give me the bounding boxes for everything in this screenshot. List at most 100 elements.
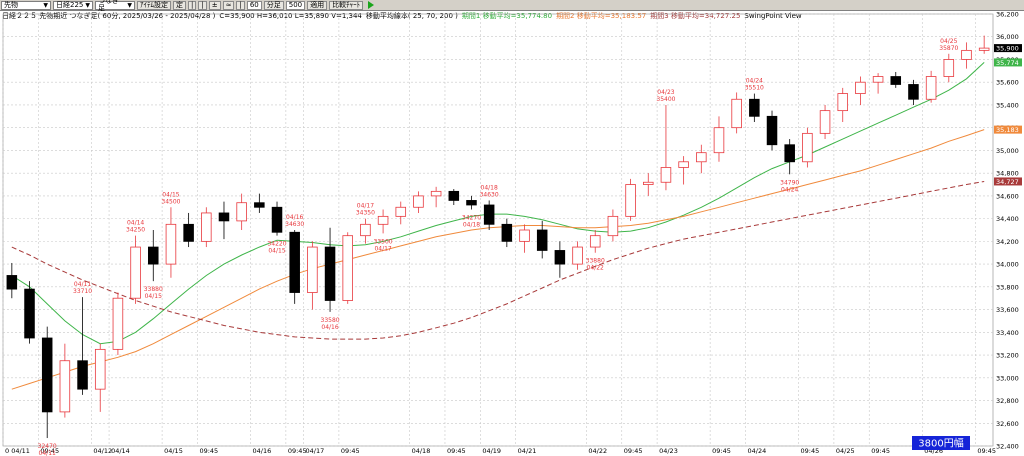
candle	[837, 93, 848, 112]
swing-point-label: 04/23	[657, 89, 674, 96]
y-tick-label: 34,200	[996, 238, 1019, 246]
price-tag-label: 35,183	[996, 126, 1019, 134]
price-tag	[994, 125, 1022, 134]
compare-chart-button[interactable]: 比較ﾁｬｰﾄ	[329, 0, 364, 10]
chart-type-select[interactable]: つなぎ足 ▼	[95, 0, 135, 12]
x-tick-label: 04/22	[588, 447, 607, 455]
interval-input[interactable]: 60	[246, 0, 262, 10]
x-tick-label: 04/26	[924, 447, 943, 455]
candle	[819, 110, 831, 134]
candle	[218, 212, 230, 222]
candle	[360, 223, 371, 237]
price-tag-label: 35,774	[996, 59, 1019, 67]
candle	[6, 275, 18, 290]
candle	[201, 212, 212, 242]
market-select[interactable]: 先物 ▼	[1, 0, 51, 10]
swing-point-label: 04/15	[145, 293, 162, 300]
price-tag	[994, 58, 1022, 67]
swing-point-label: 34350	[356, 210, 375, 217]
view-label: SwingPoint View	[744, 12, 802, 20]
ohlc-readout: C=35,900 H=36,010 L=35,890 V=1,344	[219, 12, 362, 20]
swing-point-label: 04/24	[781, 186, 798, 193]
candle	[254, 202, 265, 208]
x-tick-label: 09:45	[624, 447, 643, 455]
swing-point-label: 34220	[267, 241, 286, 248]
swing-point-label: 04/11	[74, 281, 91, 288]
x-tick-label: 04/25	[836, 447, 855, 455]
item-setting-button[interactable]: ｱｲﾃﾑ設定	[137, 0, 171, 10]
ma-line	[11, 129, 985, 390]
swing-point-label: 04/15	[162, 191, 179, 198]
swing-point-label: 33500	[374, 238, 393, 245]
ma2-readout: 期間2 移動平均=35,183.57	[556, 12, 647, 20]
tool-button-1[interactable]: |	[188, 0, 197, 10]
interval-unit-button[interactable]: 分足	[263, 0, 284, 10]
candle	[41, 337, 53, 413]
swing-point-label: 04/22	[587, 265, 604, 272]
play-icon[interactable]	[368, 1, 375, 9]
x-tick-label: 09:45	[712, 447, 731, 455]
range-badge-label: 3800円幅	[918, 437, 963, 450]
candle	[696, 152, 707, 163]
y-tick-label: 33,600	[996, 306, 1019, 314]
x-tick-label: 09:45	[40, 447, 59, 455]
candle	[519, 229, 530, 242]
swing-point-label: 34790	[780, 179, 799, 186]
chart-type-select-value: つなぎ足	[98, 0, 119, 12]
candle	[749, 98, 760, 117]
swing-point-label: 04/25	[940, 38, 957, 45]
candle	[536, 229, 548, 251]
chevron-down-icon: ▼	[43, 1, 48, 9]
chevron-down-icon: ▼	[85, 1, 90, 9]
bars-input[interactable]: 500	[285, 0, 306, 10]
symbol-select[interactable]: 日経225 ▼	[53, 0, 93, 10]
symbol-select-value: 日経225	[56, 0, 84, 9]
swing-point-label: 33710	[73, 288, 92, 295]
candle	[289, 231, 300, 293]
y-tick-label: 32,400	[996, 443, 1019, 451]
tool-button-3[interactable]: ±	[208, 0, 221, 10]
x-tick-label: 04/15	[164, 447, 183, 455]
swing-point-label: 34630	[480, 191, 499, 198]
plot-area	[2, 13, 994, 447]
y-tick-label: 36,200	[996, 11, 1019, 19]
chart-header: 日経２２５ 先物期近 つなぎ足( 60分, 2025/03/26 - 2025/…	[2, 12, 216, 20]
swing-point-label: 04/11	[39, 450, 56, 456]
x-tick-label: 09:45	[288, 447, 307, 455]
swing-point-label: 04/14	[127, 220, 144, 227]
candle	[59, 360, 71, 413]
swing-point-label: 04/17	[374, 245, 391, 252]
tool-button-2[interactable]: |	[198, 0, 207, 10]
ma3-readout: 期間3 移動平均=34,727.25	[650, 12, 741, 20]
candle	[872, 76, 884, 83]
candle	[554, 250, 566, 265]
price-tag-label: 35,900	[996, 45, 1019, 53]
x-tick-label: 09:45	[341, 447, 360, 455]
tool-button-4[interactable]: ≈	[222, 0, 235, 10]
swing-point-label: 04/16	[321, 324, 338, 331]
range-badge	[912, 436, 970, 450]
candle	[731, 98, 742, 129]
y-tick-label: 32,800	[996, 397, 1019, 405]
ma-label: 移動平均線本( 25, 70, 200 )	[365, 12, 458, 20]
candle	[165, 223, 177, 265]
candle	[342, 235, 353, 301]
y-tick-label: 34,400	[996, 215, 1019, 223]
apply-button[interactable]: 適用	[307, 0, 328, 10]
y-tick-label: 35,400	[996, 101, 1019, 109]
swing-point-label: 04/15	[268, 248, 285, 255]
swing-point-label: 33880	[144, 286, 163, 293]
x-tick-label: 04/12	[93, 447, 112, 455]
fixed-button[interactable]: 定	[173, 0, 186, 10]
candle	[324, 246, 336, 301]
tool-button-5[interactable]: |	[236, 0, 245, 10]
y-tick-label: 36,000	[996, 33, 1019, 41]
y-tick-label: 35,000	[996, 147, 1019, 155]
candle	[855, 81, 866, 94]
candle	[112, 297, 124, 350]
candle	[77, 360, 88, 390]
x-tick-label: 09:45	[801, 447, 820, 455]
swing-point-label: 34500	[161, 198, 180, 205]
swing-point-label: 35400	[656, 96, 675, 103]
